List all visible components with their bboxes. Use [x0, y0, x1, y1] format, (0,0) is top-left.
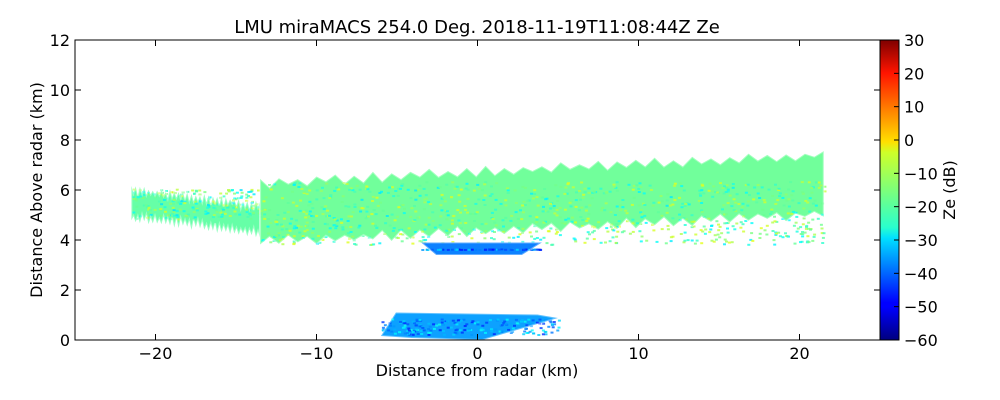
y-tick-label: 6 [60, 181, 70, 200]
region-near-ground-clutter [379, 311, 561, 340]
region-cloud-base-weak-echo [418, 241, 546, 256]
colorbar-axis: 30 20 10 0 −10 −20 −30 −40 −50 −60 [894, 31, 938, 350]
x-axis-label: Distance from radar (km) [376, 361, 579, 380]
y-tick-label: 8 [60, 131, 70, 150]
colorbar [879, 39, 900, 341]
colorbar-tick-label: 10 [904, 98, 924, 117]
y-axis-label: Distance Above radar (km) [27, 82, 46, 298]
colorbar-tick-label: −50 [904, 298, 938, 317]
colorbar-tick-label: 30 [904, 31, 924, 50]
colorbar-tick-label: −30 [904, 231, 938, 250]
colorbar-label: Ze (dB) [940, 160, 959, 220]
colorbar-tick-label: −10 [904, 164, 938, 183]
x-tick-label: −10 [300, 344, 334, 363]
y-tick-label: 4 [60, 231, 70, 250]
colorbar-tick-label: −20 [904, 198, 938, 217]
y-tick-label: 10 [50, 81, 70, 100]
region-main-cloud-layer [259, 149, 827, 247]
colorbar-tick-label: −60 [904, 331, 938, 350]
region-left-tilted-layer [130, 182, 263, 241]
chart-title: LMU miraMACS 254.0 Deg. 2018-11-19T11:08… [234, 17, 720, 38]
colorbar-tick-label: −40 [904, 264, 938, 283]
colorbar-tick-label: 20 [904, 64, 924, 83]
colorbar-tick-label: 0 [904, 131, 914, 150]
x-tick-label: −20 [139, 344, 173, 363]
x-axis: −20 −10 0 10 20 [139, 40, 810, 363]
y-axis: 0 2 4 6 8 10 12 [50, 31, 880, 350]
x-tick-label: 20 [789, 344, 809, 363]
echo-regions [130, 149, 827, 340]
x-tick-label: 10 [628, 344, 648, 363]
y-tick-label: 2 [60, 281, 70, 300]
y-tick-label: 0 [60, 331, 70, 350]
x-tick-label: 0 [472, 344, 482, 363]
y-tick-label: 12 [50, 31, 70, 50]
